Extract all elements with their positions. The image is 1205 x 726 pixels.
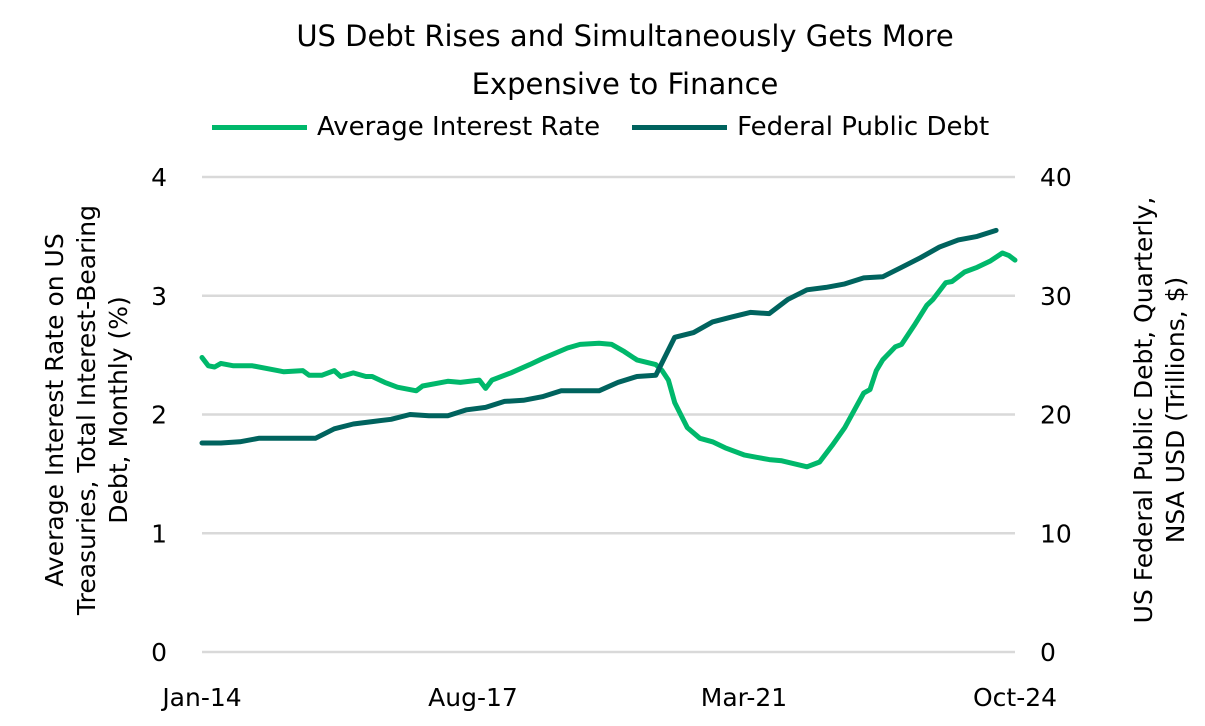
chart-title: US Debt Rises and Simultaneously Gets Mo… [0, 12, 1205, 108]
legend-label-average-interest-rate: Average Interest Rate [317, 112, 601, 142]
legend: Average Interest Rate Federal Public Deb… [212, 112, 1021, 142]
y-right-tick-label: 20 [1040, 401, 1072, 430]
legend-swatch-average-interest-rate [212, 124, 307, 130]
x-tick-label: Oct-24 [973, 683, 1057, 712]
y-left-tick-label: 2 [151, 401, 167, 430]
y-right-tick-label: 30 [1040, 282, 1072, 311]
chart-title-line-1: US Debt Rises and Simultaneously Gets Mo… [296, 19, 954, 53]
y-left-tick-label: 0 [151, 638, 167, 667]
chart-title-line-2: Expensive to Finance [471, 67, 779, 101]
series-line-federal-public-debt [199, 227, 999, 446]
y-right-tick-label: 40 [1040, 163, 1072, 192]
legend-item-average-interest-rate: Average Interest Rate [212, 112, 600, 142]
x-tick-label: Aug-17 [428, 683, 518, 712]
legend-item-federal-public-debt: Federal Public Debt [632, 112, 989, 142]
x-tick-label: Mar-21 [701, 683, 787, 712]
series-line-average-interest-rate [199, 250, 1018, 470]
legend-swatch-federal-public-debt [632, 124, 728, 130]
y-right-tick-label: 0 [1040, 638, 1056, 667]
legend-label-federal-public-debt: Federal Public Debt [737, 112, 990, 142]
x-tick-label: Jan-14 [160, 683, 241, 712]
y-left-tick-label: 4 [151, 163, 167, 192]
y-left-tick-label: 3 [151, 282, 167, 311]
y-right-tick-label: 10 [1040, 519, 1072, 548]
y-left-tick-label: 1 [151, 519, 167, 548]
